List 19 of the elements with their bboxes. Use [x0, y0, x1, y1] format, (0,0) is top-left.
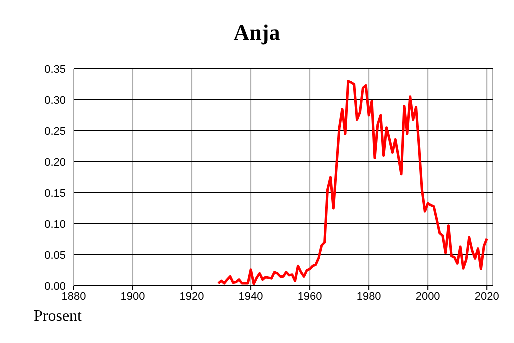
y-tick-label: 0.15: [44, 188, 66, 200]
y-tick-label: 0.10: [44, 218, 66, 231]
x-tick-label: 2020: [474, 290, 500, 303]
y-tick-label: 0.30: [44, 94, 66, 107]
y-tick-label: 0.20: [44, 156, 66, 169]
y-tick-label: 0.00: [44, 280, 66, 293]
chart-title: Anja: [232, 20, 282, 46]
x-tick-label: 1880: [62, 290, 86, 303]
y-tick-label: 0.25: [44, 126, 66, 138]
x-tick-label: 1920: [180, 290, 204, 303]
x-tick-label: 2000: [416, 290, 440, 303]
y-axis-title: Prosent: [34, 308, 82, 326]
y-tick-label: 0.35: [44, 64, 66, 76]
x-tick-label: 1960: [298, 290, 322, 303]
x-tick-label: 1980: [356, 290, 382, 303]
line-series: [217, 80, 488, 286]
x-tick-label: 1940: [238, 290, 264, 303]
x-tick-label: 1900: [120, 290, 146, 303]
y-tick-label: 0.05: [44, 250, 66, 262]
